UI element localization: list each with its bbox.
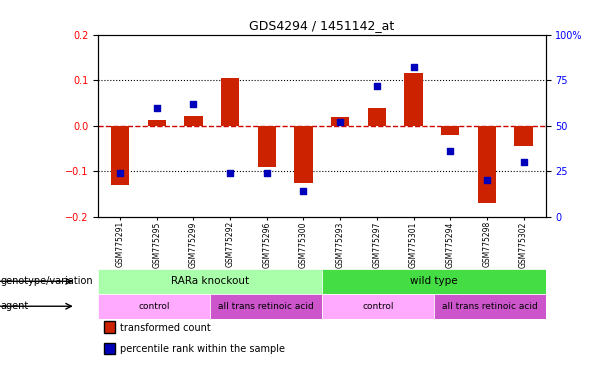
Point bbox=[262, 170, 272, 176]
Bar bbox=[148, 120, 166, 126]
Bar bbox=[257, 126, 276, 167]
Text: wild type: wild type bbox=[410, 276, 457, 286]
Point bbox=[189, 101, 199, 107]
Point bbox=[482, 177, 492, 184]
Bar bbox=[434, 294, 546, 319]
Bar bbox=[514, 126, 533, 146]
Bar bbox=[322, 294, 434, 319]
Point bbox=[225, 170, 235, 176]
Text: control: control bbox=[362, 302, 394, 311]
Bar bbox=[331, 117, 349, 126]
Bar bbox=[478, 126, 496, 203]
Point bbox=[299, 189, 308, 195]
Point bbox=[445, 148, 455, 154]
Bar bbox=[441, 126, 459, 135]
Text: transformed count: transformed count bbox=[120, 323, 210, 333]
Text: agent: agent bbox=[1, 301, 29, 311]
Bar bbox=[294, 126, 313, 183]
Bar bbox=[221, 78, 239, 126]
Point bbox=[372, 83, 382, 89]
Point bbox=[409, 65, 419, 71]
Bar bbox=[98, 294, 210, 319]
Point bbox=[115, 170, 125, 176]
Text: control: control bbox=[139, 302, 170, 311]
Text: genotype/variation: genotype/variation bbox=[1, 276, 93, 286]
Text: RARa knockout: RARa knockout bbox=[171, 276, 249, 286]
Bar bbox=[210, 294, 322, 319]
Text: all trans retinoic acid: all trans retinoic acid bbox=[442, 302, 538, 311]
Bar bbox=[185, 116, 203, 126]
Point bbox=[152, 104, 162, 111]
Text: percentile rank within the sample: percentile rank within the sample bbox=[120, 344, 284, 354]
Bar bbox=[98, 269, 322, 294]
Bar bbox=[111, 126, 129, 185]
Text: all trans retinoic acid: all trans retinoic acid bbox=[218, 302, 314, 311]
Point bbox=[519, 159, 528, 166]
Bar bbox=[322, 269, 546, 294]
Bar bbox=[405, 73, 423, 126]
Point bbox=[335, 119, 345, 125]
Title: GDS4294 / 1451142_at: GDS4294 / 1451142_at bbox=[249, 19, 394, 32]
Bar bbox=[368, 108, 386, 126]
